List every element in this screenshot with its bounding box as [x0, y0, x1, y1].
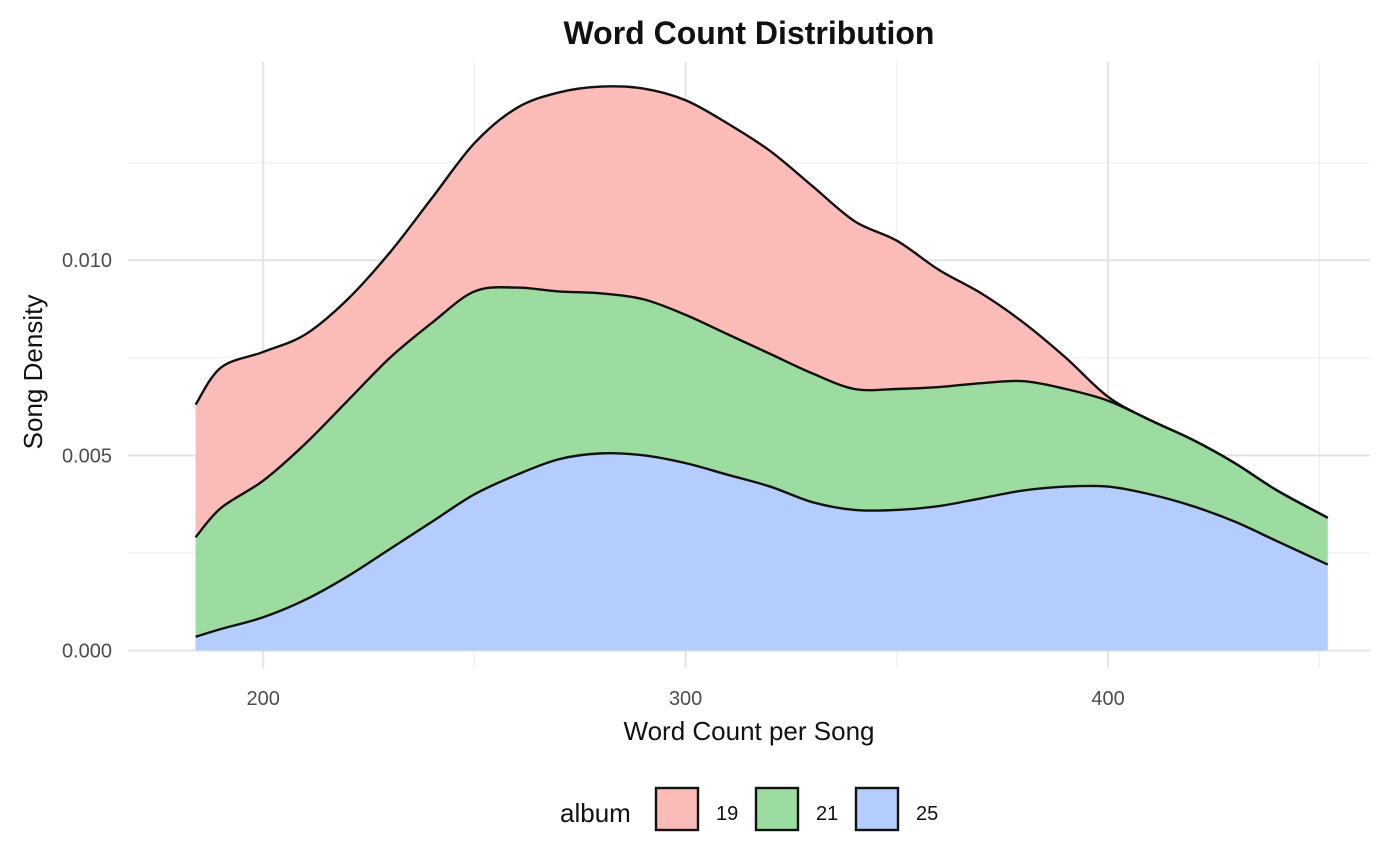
- chart-title: Word Count Distribution: [564, 15, 935, 51]
- stacked-areas: [195, 86, 1328, 651]
- x-tick-label: 300: [669, 688, 702, 710]
- y-tick-label: 0.000: [62, 640, 112, 662]
- y-axis-title: Song Density: [18, 295, 48, 450]
- x-tick-label: 400: [1091, 688, 1124, 710]
- y-axis-ticks: 0.000 0.005 0.010: [62, 250, 112, 662]
- y-tick-label: 0.010: [62, 250, 112, 272]
- legend-key-19: [654, 786, 700, 832]
- legend-title: album: [560, 798, 631, 828]
- area-series-21: [195, 287, 1328, 637]
- area-series-19: [195, 86, 1328, 538]
- area-outlines: [194, 85, 1329, 638]
- legend: album 19 21 25: [560, 786, 938, 832]
- area-series-25: [195, 453, 1328, 651]
- legend-key-21: [754, 786, 800, 832]
- y-tick-label: 0.005: [62, 445, 112, 467]
- legend-label-21: 21: [816, 803, 838, 825]
- x-axis-ticks: 200 300 400: [246, 688, 1124, 710]
- outline-series-25: [195, 451, 1329, 638]
- outline-series-19: [194, 85, 1329, 519]
- legend-key-25: [854, 786, 900, 832]
- legend-label-19: 19: [716, 803, 738, 825]
- x-axis-title: Word Count per Song: [624, 716, 875, 746]
- legend-label-25: 25: [916, 803, 938, 825]
- x-tick-label: 200: [246, 688, 279, 710]
